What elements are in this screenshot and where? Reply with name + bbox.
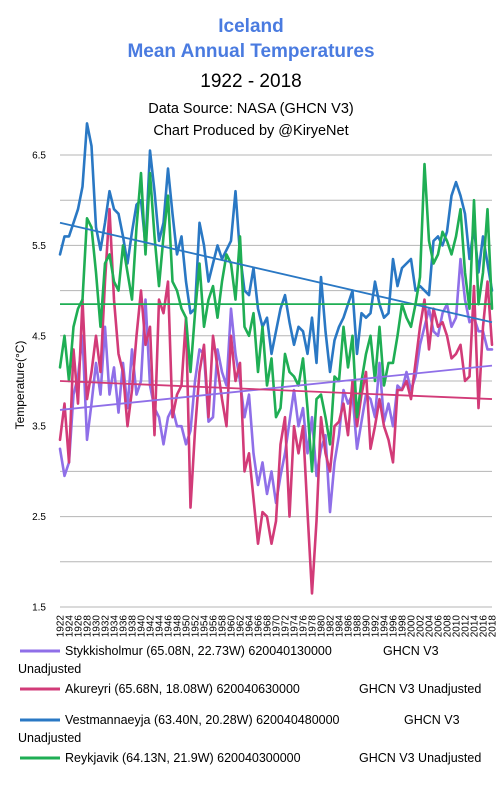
x-tick-label: 1940 <box>137 615 148 638</box>
y-tick-label: 5.5 <box>32 241 46 252</box>
x-tick-label: 1932 <box>101 615 112 638</box>
x-tick-label: 1966 <box>254 615 265 638</box>
x-tick-label: 1946 <box>164 615 175 638</box>
series-line <box>58 207 494 595</box>
x-tick-label: 1928 <box>83 615 94 638</box>
x-tick-label: 1934 <box>110 615 121 638</box>
y-tick-label: 6.5 <box>32 151 46 162</box>
x-tick-label: 1990 <box>362 615 373 638</box>
legend-series-tag2: Unadjusted <box>18 662 81 676</box>
x-tick-label: 1942 <box>146 615 157 638</box>
legend-series-tag: GHCN V3 Unadjusted <box>359 682 481 696</box>
trend-line <box>59 221 493 324</box>
x-tick-label: 1952 <box>191 615 202 638</box>
x-tick-label: 2016 <box>479 615 490 638</box>
x-tick-label: 1974 <box>290 615 301 638</box>
chart-subtitle: Mean Annual Temperatures <box>127 41 374 62</box>
y-tick-label: 4.5 <box>32 331 46 342</box>
trend-line <box>59 380 493 400</box>
x-tick-label: 1930 <box>92 615 103 638</box>
series-lines <box>58 122 494 595</box>
legend-series-tag2: Unadjusted <box>18 731 81 745</box>
x-tick-label: 2006 <box>434 615 445 638</box>
x-tick-label: 1996 <box>389 615 400 638</box>
series-line <box>58 122 494 374</box>
x-axis-ticks: 1922 1926 1930 1934 1938 1942 1946 1950 1954 1958… <box>56 615 499 638</box>
x-tick-label: 2012 <box>461 615 472 638</box>
x-tick-label: 1926 <box>74 615 85 638</box>
y-tick-label: 3.5 <box>32 422 46 433</box>
x-tick-label: 1938 <box>128 615 139 638</box>
x-tick-label: 1998 <box>398 615 409 638</box>
x-tick-label: 1972 <box>281 615 292 638</box>
x-tick-label: 1994 <box>380 615 391 638</box>
y-tick-label: 1.5 <box>32 603 46 614</box>
legend-series-tag: GHCN V3 <box>383 644 439 658</box>
x-tick-label: 1954 <box>200 615 211 638</box>
legend-series-name: Vestmannaeyja (63.40N, 20.28W) 620040480… <box>65 713 340 727</box>
x-tick-label: 1984 <box>335 615 346 638</box>
x-tick-label: 1982 <box>326 615 337 638</box>
x-tick-label: 1958 <box>218 615 229 638</box>
legend: Stykkisholmur (65.08N, 22.73W) 620040130… <box>18 644 481 765</box>
chart-credit-line: Chart Produced by @KiryeNet <box>153 123 348 139</box>
x-tick-label: 1936 <box>119 615 130 638</box>
legend-series-tag: GHCN V3 Unadjusted <box>359 751 481 765</box>
x-tick-label: 2004 <box>425 615 436 638</box>
legend-series-name: Reykjavik (64.13N, 21.9W) 620040300000 <box>65 751 301 765</box>
x-tick-label: 2008 <box>443 615 454 638</box>
legend-series-name: Akureyri (65.68N, 18.08W) 620040630000 <box>65 682 300 696</box>
y-tick-label: 2.5 <box>32 512 46 523</box>
x-tick-label: 1944 <box>155 615 166 638</box>
chart-title: Iceland <box>218 16 283 37</box>
x-tick-label: 1986 <box>344 615 355 638</box>
x-tick-label: 1960 <box>227 615 238 638</box>
y-axis-label: Temperature(°C) <box>13 341 27 430</box>
x-tick-label: 1964 <box>245 615 256 638</box>
x-tick-label: 1970 <box>272 615 283 638</box>
x-tick-label: 1962 <box>236 615 247 638</box>
x-tick-label: 2014 <box>470 615 481 638</box>
x-tick-label: 1976 <box>299 615 310 638</box>
x-tick-label: 2002 <box>416 615 427 638</box>
x-tick-label: 2018 <box>488 615 499 638</box>
x-tick-label: 1980 <box>317 615 328 638</box>
legend-series-tag: GHCN V3 <box>404 713 460 727</box>
y-axis-ticks: 1.5 2.5 3.5 4.5 5.5 6.5 <box>32 151 46 614</box>
x-tick-label: 1924 <box>65 615 76 638</box>
series-line <box>58 162 494 473</box>
x-tick-label: 1978 <box>308 615 319 638</box>
x-tick-label: 2000 <box>407 615 418 638</box>
x-tick-label: 1988 <box>353 615 364 638</box>
trend-lines <box>59 221 493 411</box>
chart-date-range: 1922 - 2018 <box>200 71 301 92</box>
x-tick-label: 1950 <box>182 615 193 638</box>
x-tick-label: 2010 <box>452 615 463 638</box>
trend-line <box>59 364 493 411</box>
x-tick-label: 1922 <box>56 615 67 638</box>
legend-series-name: Stykkisholmur (65.08N, 22.73W) 620040130… <box>65 644 332 658</box>
x-tick-label: 1956 <box>209 615 220 638</box>
x-tick-label: 1992 <box>371 615 382 638</box>
x-tick-label: 1968 <box>263 615 274 638</box>
x-tick-label: 1948 <box>173 615 184 638</box>
chart-source-line: Data Source: NASA (GHCN V3) <box>148 101 354 117</box>
